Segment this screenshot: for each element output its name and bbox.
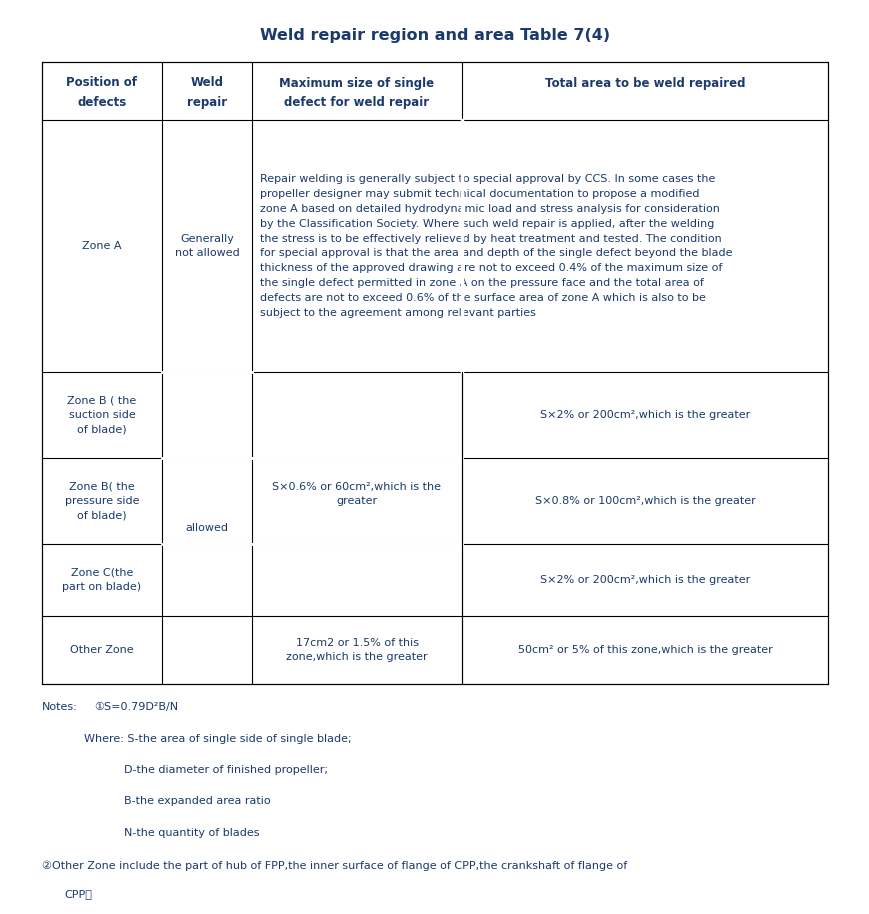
Text: Total area to be weld repaired: Total area to be weld repaired xyxy=(544,77,745,90)
Text: defects: defects xyxy=(77,97,127,110)
Bar xyxy=(42,62,827,684)
Text: B-the expanded area ratio: B-the expanded area ratio xyxy=(124,796,270,806)
Text: allowed: allowed xyxy=(185,523,229,533)
Text: Position of: Position of xyxy=(66,77,137,90)
Text: Maximum size of single: Maximum size of single xyxy=(279,77,434,90)
Text: Other Zone: Other Zone xyxy=(70,645,134,655)
Text: S×0.8% or 100cm²,which is the greater: S×0.8% or 100cm²,which is the greater xyxy=(534,496,754,506)
Text: CPP；: CPP； xyxy=(64,889,92,899)
Text: 17cm2 or 1.5% of this
zone,which is the greater: 17cm2 or 1.5% of this zone,which is the … xyxy=(286,638,428,663)
Text: Weld: Weld xyxy=(190,77,223,90)
Text: S×0.6% or 60cm²,which is the
greater: S×0.6% or 60cm²,which is the greater xyxy=(272,482,441,506)
Text: 50cm² or 5% of this zone,which is the greater: 50cm² or 5% of this zone,which is the gr… xyxy=(517,645,772,655)
Text: Where: S-the area of single side of single blade;: Where: S-the area of single side of sing… xyxy=(84,734,351,743)
Text: ①S=0.79D²B/N: ①S=0.79D²B/N xyxy=(94,702,178,712)
Text: Notes:: Notes: xyxy=(42,702,77,712)
Text: Zone C(the
part on blade): Zone C(the part on blade) xyxy=(63,568,142,592)
Text: S×2% or 200cm²,which is the greater: S×2% or 200cm²,which is the greater xyxy=(540,575,749,585)
Text: N-the quantity of blades: N-the quantity of blades xyxy=(124,828,259,838)
Text: D-the diameter of finished propeller;: D-the diameter of finished propeller; xyxy=(124,765,328,775)
Text: S×2% or 200cm²,which is the greater: S×2% or 200cm²,which is the greater xyxy=(540,410,749,420)
Text: Zone A: Zone A xyxy=(83,241,122,251)
Text: ②Other Zone include the part of hub of FPP,the inner surface of flange of CPP,th: ②Other Zone include the part of hub of F… xyxy=(42,861,627,871)
Text: Zone B( the
pressure side
of blade): Zone B( the pressure side of blade) xyxy=(64,481,139,521)
Text: repair: repair xyxy=(187,97,227,110)
Text: Repair welding is generally subject to special approval by CCS. In some cases th: Repair welding is generally subject to s… xyxy=(260,174,732,318)
Text: defect for weld repair: defect for weld repair xyxy=(284,97,429,110)
Text: Zone B ( the
suction side
of blade): Zone B ( the suction side of blade) xyxy=(67,395,136,435)
Text: Weld repair region and area Table 7(4): Weld repair region and area Table 7(4) xyxy=(260,28,609,43)
Text: Generally
not allowed: Generally not allowed xyxy=(175,234,239,259)
